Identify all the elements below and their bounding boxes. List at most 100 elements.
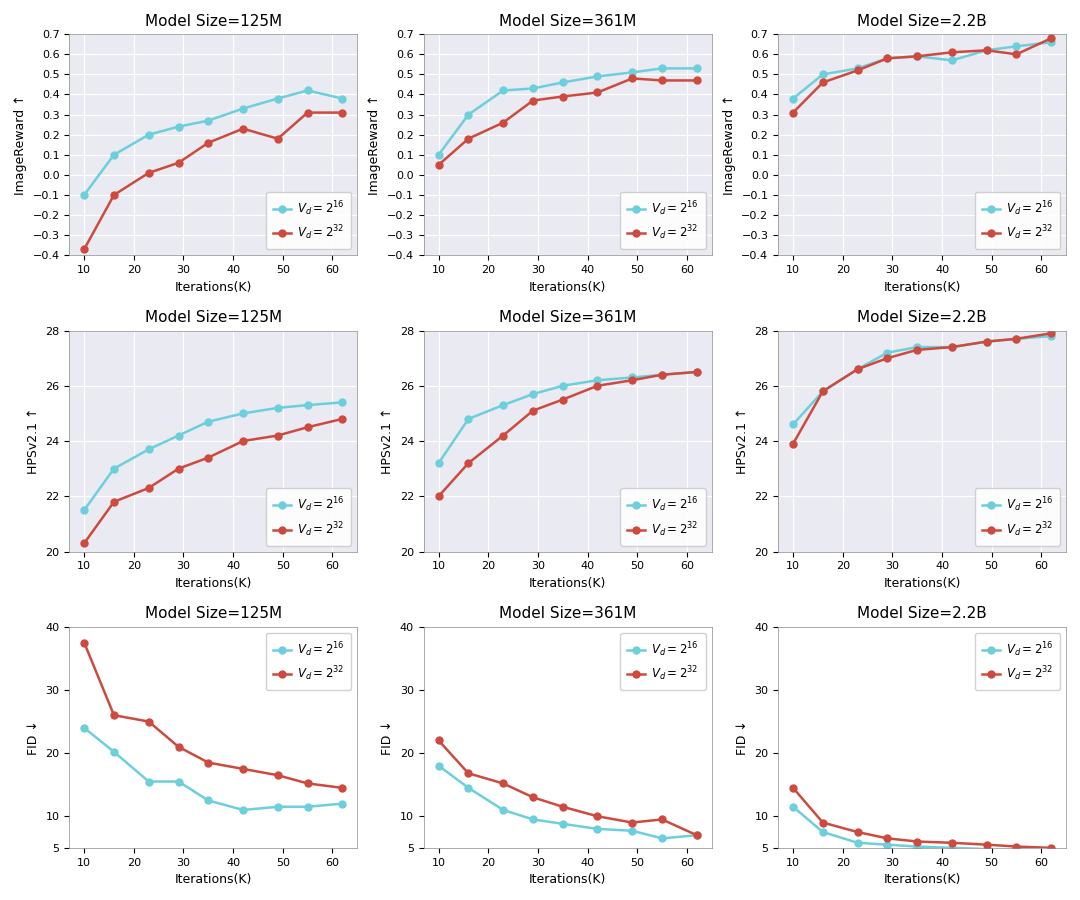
$V_d = 2^{32}$	[816, 77, 829, 88]
Y-axis label: HPSv2.1 ↑: HPSv2.1 ↑	[27, 408, 40, 474]
$V_d = 2^{16}$	[625, 825, 638, 836]
$V_d = 2^{32}$	[945, 47, 958, 58]
$V_d = 2^{16}$	[881, 347, 894, 358]
X-axis label: Iterations(K): Iterations(K)	[175, 281, 252, 293]
Title: Model Size=125M: Model Size=125M	[145, 14, 282, 29]
$V_d = 2^{32}$	[981, 45, 994, 56]
$V_d = 2^{32}$	[497, 117, 510, 128]
Line: $V_d = 2^{32}$: $V_d = 2^{32}$	[789, 329, 1055, 447]
X-axis label: Iterations(K): Iterations(K)	[175, 873, 252, 886]
$V_d = 2^{32}$	[271, 770, 284, 780]
$V_d = 2^{16}$	[202, 795, 215, 806]
$V_d = 2^{16}$	[656, 369, 669, 380]
$V_d = 2^{32}$	[656, 75, 669, 86]
$V_d = 2^{16}$	[108, 746, 121, 757]
Legend: $V_d = 2^{16}$, $V_d = 2^{32}$: $V_d = 2^{16}$, $V_d = 2^{32}$	[620, 633, 705, 690]
$V_d = 2^{16}$	[526, 814, 539, 824]
$V_d = 2^{32}$	[526, 405, 539, 416]
$V_d = 2^{16}$	[910, 342, 923, 353]
$V_d = 2^{16}$	[656, 833, 669, 844]
Line: $V_d = 2^{32}$: $V_d = 2^{32}$	[435, 75, 700, 168]
Y-axis label: FID ↓: FID ↓	[735, 720, 748, 755]
$V_d = 2^{16}$	[945, 342, 958, 353]
$V_d = 2^{16}$	[336, 397, 349, 408]
Title: Model Size=361M: Model Size=361M	[499, 14, 636, 29]
$V_d = 2^{16}$	[910, 51, 923, 62]
$V_d = 2^{32}$	[237, 123, 249, 134]
Y-axis label: ImageReward ↑: ImageReward ↑	[723, 94, 735, 195]
$V_d = 2^{32}$	[910, 836, 923, 847]
$V_d = 2^{16}$	[945, 842, 958, 853]
$V_d = 2^{32}$	[301, 422, 314, 433]
$V_d = 2^{32}$	[78, 244, 91, 255]
Y-axis label: HPSv2.1 ↑: HPSv2.1 ↑	[735, 408, 748, 474]
Title: Model Size=125M: Model Size=125M	[145, 607, 282, 622]
$V_d = 2^{32}$	[556, 801, 569, 812]
$V_d = 2^{16}$	[591, 374, 604, 385]
$V_d = 2^{16}$	[237, 408, 249, 418]
$V_d = 2^{16}$	[78, 723, 91, 734]
$V_d = 2^{32}$	[881, 353, 894, 364]
$V_d = 2^{16}$	[851, 63, 864, 74]
$V_d = 2^{32}$	[108, 497, 121, 508]
Y-axis label: ImageReward ↑: ImageReward ↑	[368, 94, 381, 195]
$V_d = 2^{16}$	[1010, 844, 1023, 855]
$V_d = 2^{16}$	[462, 109, 475, 120]
Title: Model Size=2.2B: Model Size=2.2B	[858, 607, 987, 622]
$V_d = 2^{16}$	[690, 366, 703, 377]
$V_d = 2^{16}$	[981, 843, 994, 854]
Line: $V_d = 2^{16}$: $V_d = 2^{16}$	[435, 368, 700, 466]
$V_d = 2^{16}$	[432, 760, 445, 771]
$V_d = 2^{32}$	[202, 757, 215, 768]
$V_d = 2^{16}$	[816, 826, 829, 837]
$V_d = 2^{16}$	[526, 389, 539, 400]
Legend: $V_d = 2^{16}$, $V_d = 2^{32}$: $V_d = 2^{16}$, $V_d = 2^{32}$	[620, 488, 705, 545]
Line: $V_d = 2^{32}$: $V_d = 2^{32}$	[789, 785, 1055, 851]
Line: $V_d = 2^{32}$: $V_d = 2^{32}$	[81, 639, 346, 791]
$V_d = 2^{16}$	[497, 805, 510, 815]
$V_d = 2^{32}$	[910, 51, 923, 62]
Line: $V_d = 2^{32}$: $V_d = 2^{32}$	[789, 35, 1055, 116]
$V_d = 2^{16}$	[1010, 40, 1023, 51]
$V_d = 2^{16}$	[271, 402, 284, 413]
$V_d = 2^{16}$	[143, 776, 156, 787]
$V_d = 2^{32}$	[1010, 333, 1023, 344]
$V_d = 2^{32}$	[172, 742, 185, 752]
$V_d = 2^{32}$	[172, 158, 185, 168]
Line: $V_d = 2^{16}$: $V_d = 2^{16}$	[789, 39, 1055, 102]
$V_d = 2^{32}$	[786, 107, 799, 118]
Line: $V_d = 2^{16}$: $V_d = 2^{16}$	[789, 804, 1055, 853]
$V_d = 2^{32}$	[271, 133, 284, 144]
$V_d = 2^{32}$	[851, 826, 864, 837]
$V_d = 2^{16}$	[172, 776, 185, 787]
$V_d = 2^{32}$	[202, 452, 215, 463]
$V_d = 2^{16}$	[591, 824, 604, 834]
$V_d = 2^{16}$	[591, 71, 604, 82]
Legend: $V_d = 2^{16}$, $V_d = 2^{32}$: $V_d = 2^{16}$, $V_d = 2^{32}$	[975, 192, 1061, 249]
$V_d = 2^{32}$	[336, 782, 349, 793]
$V_d = 2^{32}$	[78, 637, 91, 648]
$V_d = 2^{32}$	[851, 65, 864, 76]
$V_d = 2^{32}$	[301, 778, 314, 788]
$V_d = 2^{16}$	[786, 801, 799, 812]
$V_d = 2^{32}$	[945, 837, 958, 848]
$V_d = 2^{16}$	[816, 386, 829, 397]
$V_d = 2^{16}$	[690, 830, 703, 841]
X-axis label: Iterations(K): Iterations(K)	[529, 873, 606, 886]
$V_d = 2^{16}$	[172, 122, 185, 132]
Line: $V_d = 2^{32}$: $V_d = 2^{32}$	[435, 368, 700, 500]
$V_d = 2^{16}$	[172, 430, 185, 441]
$V_d = 2^{16}$	[108, 149, 121, 160]
$V_d = 2^{32}$	[690, 366, 703, 377]
$V_d = 2^{16}$	[271, 801, 284, 812]
$V_d = 2^{16}$	[881, 840, 894, 850]
$V_d = 2^{16}$	[981, 337, 994, 347]
Title: Model Size=361M: Model Size=361M	[499, 310, 636, 325]
$V_d = 2^{32}$	[625, 817, 638, 828]
$V_d = 2^{16}$	[556, 818, 569, 829]
$V_d = 2^{16}$	[271, 93, 284, 104]
Legend: $V_d = 2^{16}$, $V_d = 2^{32}$: $V_d = 2^{16}$, $V_d = 2^{32}$	[266, 192, 351, 249]
$V_d = 2^{32}$	[526, 792, 539, 803]
$V_d = 2^{32}$	[336, 107, 349, 118]
$V_d = 2^{16}$	[910, 842, 923, 852]
